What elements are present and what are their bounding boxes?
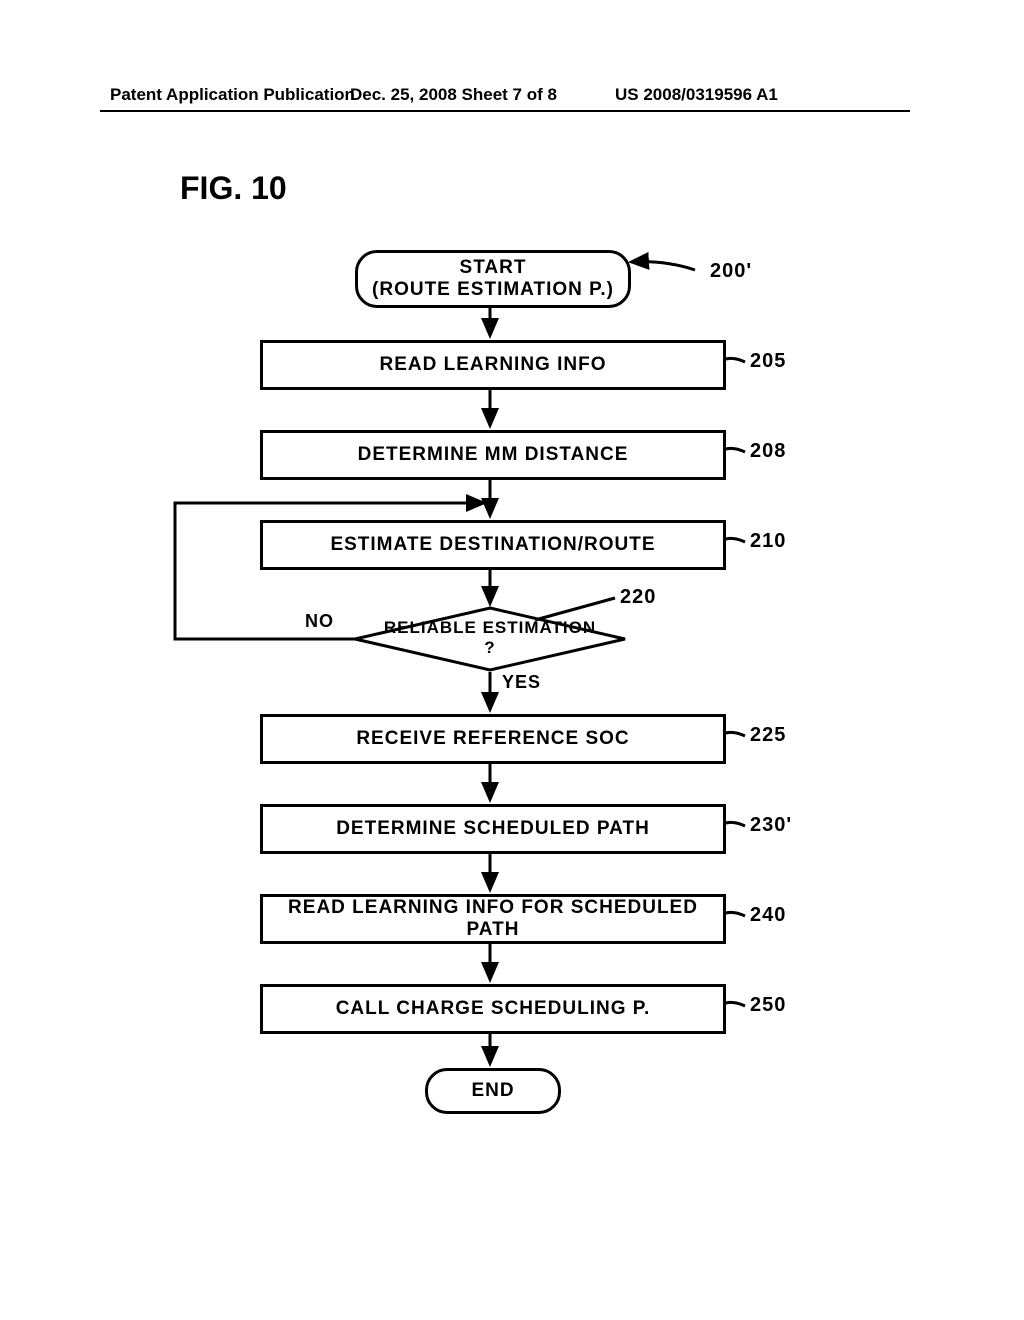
process-label: CALL CHARGE SCHEDULING P.: [336, 998, 651, 1020]
ref-label: 205: [750, 350, 786, 373]
yes-label: YES: [502, 672, 541, 693]
ref-label: 208: [750, 440, 786, 463]
process-label: READ LEARNING INFO: [380, 354, 607, 376]
figure-title: FIG. 10: [180, 170, 287, 207]
process-n240: READ LEARNING INFO FOR SCHEDULED PATH: [260, 894, 726, 944]
process-n208: DETERMINE MM DISTANCE: [260, 430, 726, 480]
no-label: NO: [305, 611, 334, 632]
ref-label: 230': [750, 814, 792, 837]
ref-label: 200': [710, 260, 752, 283]
terminator-line: END: [471, 1080, 514, 1102]
process-label: DETERMINE SCHEDULED PATH: [336, 818, 650, 840]
ref-label: 220: [620, 586, 656, 609]
process-label: ESTIMATE DESTINATION/ROUTE: [330, 534, 655, 556]
ref-label: 210: [750, 530, 786, 553]
process-n250: CALL CHARGE SCHEDULING P.: [260, 984, 726, 1034]
header-left: Patent Application Publication: [110, 85, 355, 105]
header-mid: Dec. 25, 2008 Sheet 7 of 8: [350, 85, 557, 105]
process-n210: ESTIMATE DESTINATION/ROUTE: [260, 520, 726, 570]
decision-label: RELIABLE ESTIMATION?: [355, 618, 625, 658]
header-rule: [100, 110, 910, 112]
process-label: DETERMINE MM DISTANCE: [358, 444, 629, 466]
header-right: US 2008/0319596 A1: [615, 85, 778, 105]
process-n230: DETERMINE SCHEDULED PATH: [260, 804, 726, 854]
terminator-line: START: [460, 257, 527, 279]
ref-label: 240: [750, 904, 786, 927]
start-terminator: START(ROUTE ESTIMATION P.): [355, 250, 631, 308]
ref-label: 250: [750, 994, 786, 1017]
ref-label: 225: [750, 724, 786, 747]
process-label: READ LEARNING INFO FOR SCHEDULED PATH: [263, 897, 723, 941]
terminator-line: (ROUTE ESTIMATION P.): [372, 279, 614, 301]
process-n225: RECEIVE REFERENCE SOC: [260, 714, 726, 764]
process-n205: READ LEARNING INFO: [260, 340, 726, 390]
end-terminator: END: [425, 1068, 561, 1114]
process-label: RECEIVE REFERENCE SOC: [356, 728, 629, 750]
